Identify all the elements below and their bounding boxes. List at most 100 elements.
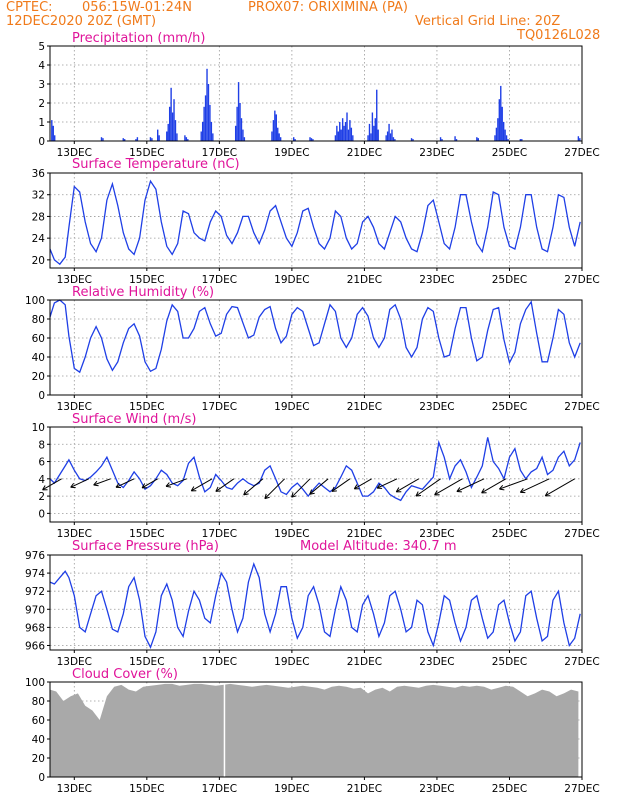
precip-bar xyxy=(151,138,153,141)
precip-bar xyxy=(391,129,393,141)
x-tick-label: 27DEC xyxy=(564,147,599,159)
x-tick-label: 17DEC xyxy=(202,274,237,286)
plot-frame xyxy=(49,299,583,396)
precip-bar xyxy=(309,137,311,141)
precip-bar xyxy=(171,112,174,141)
x-tick-label: 15DEC xyxy=(129,274,164,286)
precip-bar xyxy=(242,129,244,141)
x-tick-label: 25DEC xyxy=(492,147,527,159)
header-code: TQ0126L028 xyxy=(517,28,601,43)
y-tick-label: 24 xyxy=(32,233,46,245)
plot-frame xyxy=(49,426,583,523)
precip-bar xyxy=(367,135,369,141)
precip-bar xyxy=(349,120,351,141)
precip-bar xyxy=(392,137,395,141)
plot-frame xyxy=(49,45,583,142)
panel-pressure: Surface Pressure (hPa) Model Altitude: 34… xyxy=(25,539,600,668)
x-tick-label: 13DEC xyxy=(57,147,92,159)
precip-bar xyxy=(579,138,581,141)
y-tick-label: 10 xyxy=(32,422,45,434)
wind-vector xyxy=(456,478,485,493)
precip-bar xyxy=(350,127,353,141)
x-tick-label: 27DEC xyxy=(564,274,599,286)
precip-bar xyxy=(497,118,499,141)
precip-bar xyxy=(102,138,104,141)
precip-bar xyxy=(122,138,124,141)
y-tick-label: 4 xyxy=(38,474,45,486)
plot-frame xyxy=(49,172,583,269)
precip-bar xyxy=(207,84,210,141)
precip-bar xyxy=(454,136,456,141)
x-tick-label: 21DEC xyxy=(347,401,382,413)
x-tick-label: 23DEC xyxy=(419,147,454,159)
y-tick-label: 20 xyxy=(32,753,45,765)
x-tick-label: 25DEC xyxy=(492,656,527,668)
y-tick-label: 40 xyxy=(32,352,45,364)
x-tick-label: 25DEC xyxy=(492,274,527,286)
wind-vector xyxy=(415,478,441,497)
precip-bar xyxy=(185,137,188,141)
precip-bar xyxy=(501,106,503,141)
precip-bar xyxy=(124,139,126,141)
x-tick-label: 17DEC xyxy=(202,401,237,413)
precip-bar xyxy=(187,139,189,141)
header-datetime: 12DEC2020 20Z (GMT) xyxy=(6,14,157,29)
precip-bar xyxy=(158,135,160,141)
x-tick-label: 15DEC xyxy=(129,528,164,540)
x-tick-label: 15DEC xyxy=(129,401,164,413)
panel-cloud: Cloud Cover (%) 0 20 40 60 80 100 13DEC 15DEC 17D… xyxy=(25,667,600,795)
precip-bar xyxy=(135,139,137,141)
precip-bar xyxy=(203,106,205,141)
y-tick-label: 100 xyxy=(25,677,45,689)
x-tick-label: 23DEC xyxy=(419,528,454,540)
header-source: CPTEC: xyxy=(6,0,53,15)
y-tick-label: 36 xyxy=(32,168,46,180)
x-tick-label: 21DEC xyxy=(347,274,382,286)
x-tick-label: 21DEC xyxy=(347,528,382,540)
x-tick-label: 23DEC xyxy=(419,783,454,795)
precip-bar xyxy=(52,125,54,141)
y-tick-label: 966 xyxy=(25,640,45,652)
x-tick-label: 17DEC xyxy=(202,783,237,795)
panel-title-humidity: Relative Humidity (%) xyxy=(72,285,214,300)
precip-bar xyxy=(212,133,214,141)
x-tick-label: 15DEC xyxy=(129,783,164,795)
precip-bar xyxy=(344,122,347,141)
precip-bar xyxy=(278,133,280,141)
precip-bar xyxy=(374,118,376,141)
precip-bar xyxy=(339,122,341,141)
precip-bar xyxy=(176,133,178,141)
precip-bar xyxy=(240,118,243,141)
precip-bar xyxy=(376,89,378,141)
precip-bar xyxy=(236,106,238,141)
precip-bar xyxy=(507,139,509,141)
precip-bar xyxy=(377,129,379,141)
header-coords: 056:15W-01:24N xyxy=(82,0,192,15)
y-tick-label: 32 xyxy=(32,190,45,202)
precip-bar xyxy=(388,123,390,141)
panel-title-temp: Surface Temperature (nC) xyxy=(72,157,240,172)
precip-bar xyxy=(275,114,277,141)
wind-vector xyxy=(291,478,311,498)
x-tick-label: 23DEC xyxy=(419,401,454,413)
precip-bar xyxy=(343,125,345,141)
y-tick-label: 40 xyxy=(32,734,45,746)
precip-bar xyxy=(370,133,372,141)
wind-vector xyxy=(434,478,463,496)
y-tick-label: 3 xyxy=(38,79,45,91)
precip-bar xyxy=(346,112,348,141)
wind-vector xyxy=(93,478,111,487)
precip-bar xyxy=(502,122,505,141)
precip-bar xyxy=(394,139,396,141)
precip-bar xyxy=(476,137,478,141)
precip-bar xyxy=(439,137,442,141)
x-tick-label: 19DEC xyxy=(274,783,309,795)
plot-frame xyxy=(49,681,583,778)
precip-bar xyxy=(274,110,276,141)
y-tick-label: 100 xyxy=(25,295,45,307)
y-tick-label: 28 xyxy=(32,211,45,223)
precip-bar xyxy=(279,137,282,141)
precip-bar xyxy=(500,85,502,141)
precip-bar xyxy=(54,135,56,141)
x-tick-label: 21DEC xyxy=(347,783,382,795)
